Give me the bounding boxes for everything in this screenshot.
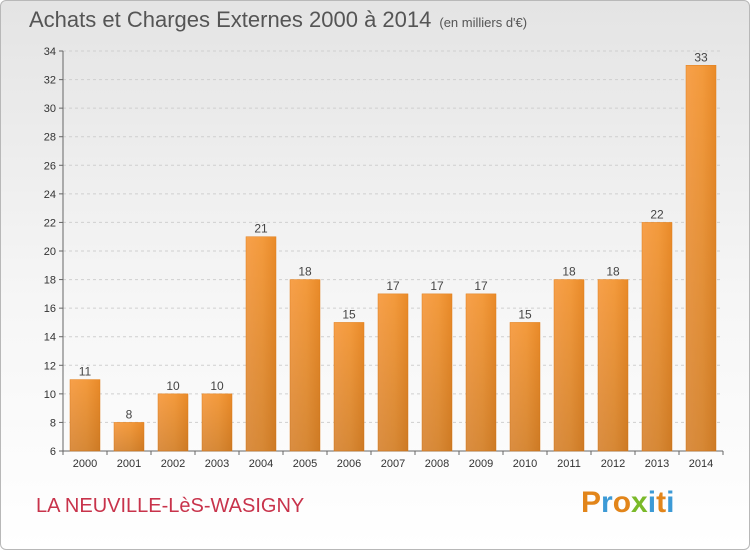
bar-shade: [290, 279, 320, 451]
data-label: 10: [210, 379, 224, 393]
y-tick-label: 6: [50, 446, 56, 458]
y-tick-label: 8: [50, 417, 56, 429]
data-label: 17: [386, 279, 400, 293]
data-label: 21: [254, 222, 268, 236]
x-tick-label: 2000: [73, 458, 97, 470]
data-label: 11: [79, 365, 92, 379]
proxiti-logo[interactable]: Proxiti: [581, 486, 674, 520]
bar-shade: [246, 236, 276, 451]
data-label: 22: [650, 207, 664, 221]
data-label: 8: [126, 407, 133, 421]
y-tick-label: 34: [44, 46, 56, 58]
data-label: 33: [694, 50, 708, 64]
data-label: 18: [562, 265, 576, 279]
chart-unit: (en milliers d'€): [439, 15, 528, 30]
chart-title: Achats et Charges Externes 2000 à 2014 (e…: [29, 7, 527, 33]
y-tick-label: 32: [44, 75, 56, 87]
y-tick-label: 10: [44, 389, 56, 401]
y-tick-label: 26: [44, 160, 56, 172]
bar-shade: [686, 65, 716, 452]
bar-shade: [466, 293, 496, 451]
x-tick-label: 2014: [689, 458, 713, 470]
data-label: 15: [518, 307, 532, 321]
x-tick-label: 2007: [381, 458, 405, 470]
bar-shade: [158, 393, 188, 451]
y-tick-label: 24: [44, 189, 56, 201]
y-tick-label: 20: [44, 246, 56, 258]
bar-shade: [422, 293, 452, 451]
bar-shade: [598, 279, 628, 451]
x-tick-label: 2001: [117, 458, 141, 470]
x-tick-label: 2009: [469, 458, 493, 470]
bar-shade: [70, 379, 100, 451]
logo-letter: r: [601, 486, 613, 519]
y-tick-label: 16: [44, 303, 56, 315]
logo-letter: P: [581, 486, 602, 519]
bar-shade: [510, 322, 540, 451]
bar-shade: [202, 393, 232, 451]
chart-title-text: Achats et Charges Externes 2000 à 2014: [29, 7, 432, 32]
x-tick-label: 2004: [249, 458, 273, 470]
logo-letter: i: [666, 486, 675, 519]
logo-letter: x: [631, 486, 648, 519]
logo-letter: i: [647, 486, 657, 519]
bar-shade: [554, 279, 584, 451]
y-tick-label: 22: [44, 217, 56, 229]
y-tick-label: 14: [44, 332, 56, 344]
data-label: 18: [606, 265, 620, 279]
x-tick-label: 2012: [601, 458, 625, 470]
x-tick-label: 2002: [161, 458, 185, 470]
data-label: 17: [474, 279, 488, 293]
x-tick-label: 2010: [513, 458, 537, 470]
bar-shade: [334, 322, 364, 451]
bar-shade: [642, 222, 672, 451]
logo-letter: o: [612, 486, 632, 519]
y-tick-label: 18: [44, 275, 56, 287]
y-tick-label: 30: [44, 103, 56, 115]
x-tick-label: 2006: [337, 458, 361, 470]
data-label: 17: [430, 279, 444, 293]
x-tick-label: 2005: [293, 458, 317, 470]
y-tick-label: 28: [44, 132, 56, 144]
data-labels: 11 8 10 10 21 18 15 17 17 17 15 18 18 22 33: [79, 50, 708, 421]
bars: [69, 65, 717, 452]
data-label: 18: [298, 265, 312, 279]
logo-letter: t: [656, 486, 667, 519]
bar-shade: [114, 422, 144, 451]
bar-shade: [378, 293, 408, 451]
data-label: 15: [342, 307, 356, 321]
y-tick-label: 12: [44, 360, 56, 372]
commune-name: LA NEUVILLE-LèS-WASIGNY: [36, 495, 305, 517]
x-tick-label: 2011: [557, 458, 581, 470]
data-label: 10: [166, 379, 180, 393]
x-tick-label: 2008: [425, 458, 449, 470]
x-tick-label: 2003: [205, 458, 229, 470]
x-tick-label: 2013: [645, 458, 669, 470]
